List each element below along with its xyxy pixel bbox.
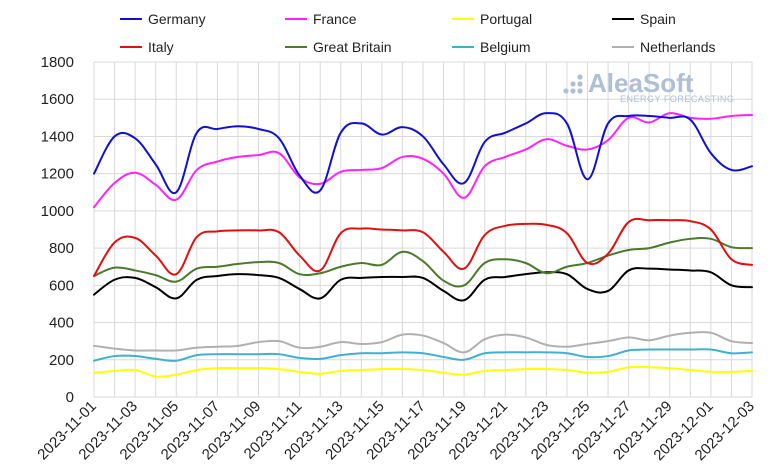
legend-label-belgium: Belgium bbox=[480, 39, 531, 55]
brand-name: AleaSoft bbox=[588, 68, 694, 98]
y-tick-label: 400 bbox=[49, 315, 74, 332]
legend: Germany France Portugal Spain Italy Great Bri… bbox=[120, 11, 716, 55]
brand-watermark: AleaSoft ENERGY FORECASTING bbox=[563, 68, 734, 104]
y-tick-label: 600 bbox=[49, 277, 74, 294]
series-line-belgium bbox=[93, 348, 753, 362]
legend-label-spain: Spain bbox=[640, 11, 676, 27]
series-line-spain bbox=[93, 267, 753, 302]
y-tick-label: 0 bbox=[66, 389, 74, 406]
series-line-france bbox=[93, 112, 753, 209]
series-line-portugal bbox=[93, 365, 753, 378]
legend-label-france: France bbox=[313, 11, 357, 27]
legend-label-great-britain: Great Britain bbox=[313, 39, 392, 55]
series bbox=[93, 112, 753, 378]
series-line-italy bbox=[93, 217, 753, 278]
legend-label-italy: Italy bbox=[148, 39, 174, 55]
y-tick-label: 1800 bbox=[41, 54, 74, 71]
y-tick-label: 1000 bbox=[41, 203, 74, 220]
legend-label-portugal: Portugal bbox=[480, 11, 532, 27]
y-tick-label: 1400 bbox=[41, 128, 74, 145]
y-tick-label: 200 bbox=[49, 352, 74, 369]
series-line-germany bbox=[93, 112, 753, 195]
legend-label-germany: Germany bbox=[148, 11, 206, 27]
series-line-great-britain bbox=[93, 236, 753, 288]
y-tick-label: 1600 bbox=[41, 91, 74, 108]
y-tick-label: 800 bbox=[49, 240, 74, 257]
series-line-netherlands bbox=[93, 330, 753, 354]
grid bbox=[93, 61, 753, 398]
brand-tagline: ENERGY FORECASTING bbox=[620, 94, 734, 104]
legend-label-netherlands: Netherlands bbox=[640, 39, 716, 55]
y-tick-label: 1200 bbox=[41, 166, 74, 183]
aleasoft-logo-icon bbox=[563, 74, 583, 94]
